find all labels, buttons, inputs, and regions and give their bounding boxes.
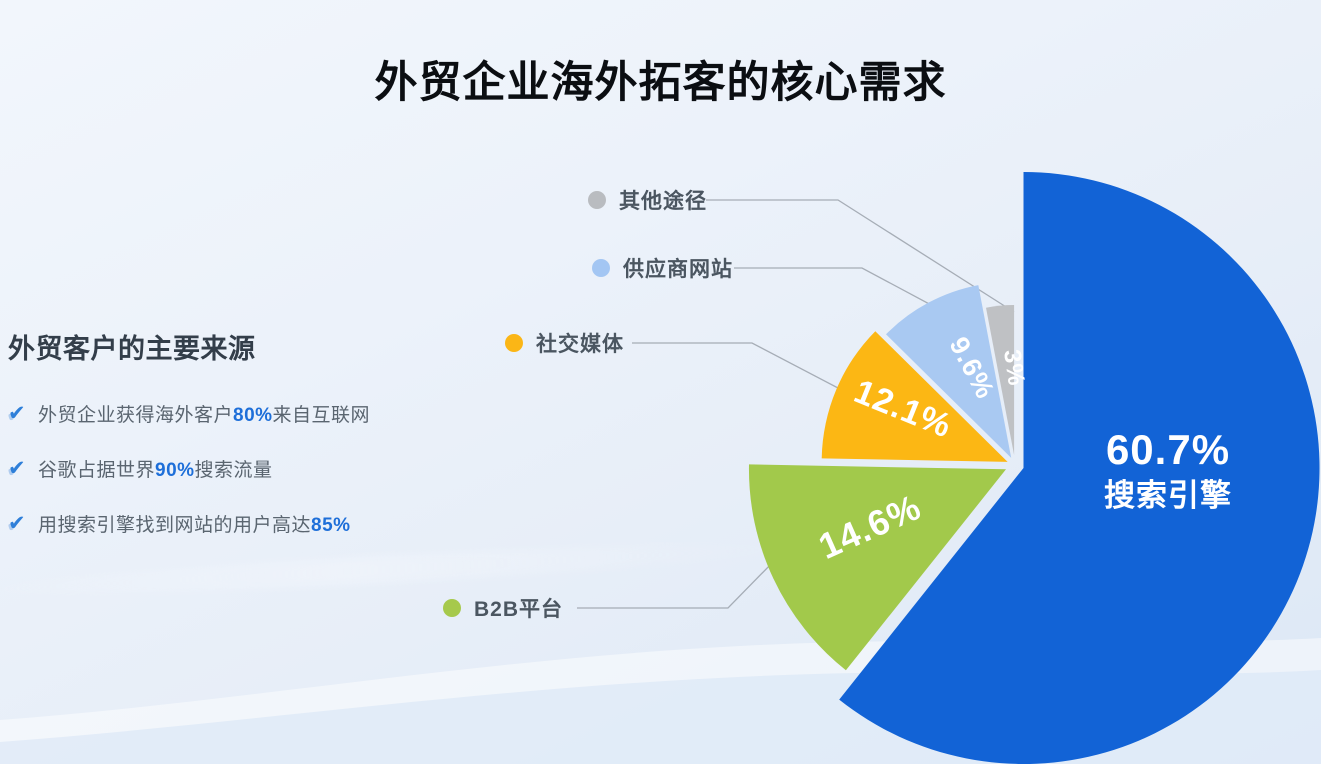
legend-dot-icon xyxy=(592,259,610,277)
page-title: 外贸企业海外拓客的核心需求 xyxy=(374,59,947,107)
check-icon: ✔ xyxy=(8,402,26,425)
slice-name: 搜索引擎 xyxy=(1104,478,1232,514)
pie-slice-搜索引擎 xyxy=(839,172,1320,764)
left-panel-heading: 外贸客户的主要来源 xyxy=(8,334,256,364)
slice-percent: 3% xyxy=(998,347,1030,388)
bullet-item: ✔ 外贸企业获得海外客户80%来自互联网 xyxy=(8,400,370,427)
leader-line xyxy=(734,267,949,315)
bullet-text: 外贸企业获得海外客户80%来自互联网 xyxy=(38,405,371,426)
bullet-item: ✔ 用搜索引擎找到网站的用户高达85% xyxy=(8,510,370,537)
legend-label: 供应商网站 xyxy=(623,258,733,281)
pie-slice-其他途径 xyxy=(986,305,1015,455)
legend-label: B2B平台 xyxy=(474,598,564,621)
legend-item-B2B平台: B2B平台 xyxy=(443,595,563,621)
slice-label-搜索引擎: 60.7% 搜索引擎 xyxy=(1104,426,1232,514)
legend-dot-icon xyxy=(443,599,461,617)
bullet-text: 用搜索引擎找到网站的用户高达85% xyxy=(38,515,351,536)
bullet-item: ✔ 谷歌占据世界90%搜索流量 xyxy=(8,455,370,482)
legend-item-社交媒体: 社交媒体 xyxy=(505,330,624,356)
legend-label: 社交媒体 xyxy=(536,333,624,356)
slice-label-其他途径: 3% xyxy=(997,347,1030,388)
check-icon: ✔ xyxy=(8,512,26,535)
pie-slice-供应商网站 xyxy=(886,285,1012,458)
legend-item-供应商网站: 供应商网站 xyxy=(592,255,733,281)
legend-dot-icon xyxy=(588,191,606,209)
pie-slice-社交媒体 xyxy=(821,331,1008,462)
pie-slice-B2B平台 xyxy=(748,464,1006,671)
legend-dot-icon xyxy=(505,334,523,352)
legend-label: 其他途径 xyxy=(619,190,707,213)
legend-item-其他途径: 其他途径 xyxy=(588,187,707,213)
leader-line xyxy=(577,560,775,609)
bullet-list: ✔ 外贸企业获得海外客户80%来自互联网 ✔ 谷歌占据世界90%搜索流量 ✔ 用搜索引擎找… xyxy=(8,400,370,565)
leader-line xyxy=(632,342,839,389)
slice-percent: 60.7% xyxy=(1105,426,1231,474)
check-icon: ✔ xyxy=(8,457,26,480)
leader-line xyxy=(706,199,1015,313)
bullet-text: 谷歌占据世界90%搜索流量 xyxy=(38,460,273,481)
